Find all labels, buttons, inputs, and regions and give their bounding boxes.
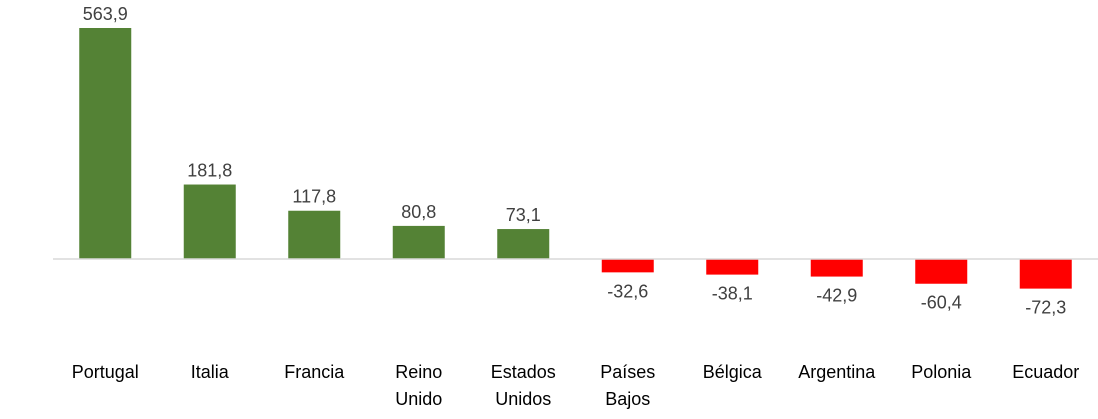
bar: [183, 184, 236, 259]
category-label: Italia: [191, 362, 230, 382]
category-label: Reino Unido: [395, 362, 442, 409]
bar: [810, 259, 863, 277]
data-label: -42,9: [816, 286, 857, 306]
bars-layer: [79, 28, 1072, 289]
value-labels-layer: 563,9 181,8 117,8 80,8 73,1 -32,6 -38,1 -42,9 -6…: [83, 4, 1067, 318]
category-labels-layer: Portugal Italia Francia Reino Unido Estados Un…: [72, 362, 1080, 409]
category-label: Estados Unidos: [491, 362, 556, 409]
category-label: Francia: [284, 362, 345, 382]
bar: [497, 229, 550, 259]
bar: [392, 225, 445, 259]
data-label: 181,8: [187, 161, 232, 181]
category-label: Ecuador: [1012, 362, 1079, 382]
data-label: 73,1: [506, 205, 541, 225]
category-label: Bélgica: [703, 362, 763, 382]
category-label: Polonia: [911, 362, 972, 382]
data-label: 80,8: [401, 202, 436, 222]
category-label: Países Bajos: [600, 362, 655, 409]
data-label: -72,3: [1025, 298, 1066, 318]
category-label: Portugal: [72, 362, 139, 382]
bar: [706, 259, 759, 275]
bar: [288, 210, 341, 259]
data-label: -32,6: [607, 281, 648, 301]
bar: [915, 259, 968, 284]
data-label: -38,1: [712, 284, 753, 304]
data-label: 117,8: [292, 187, 336, 207]
data-label: -60,4: [921, 293, 962, 313]
bar: [79, 28, 132, 259]
data-label: 563,9: [83, 4, 128, 24]
bar: [1019, 259, 1072, 289]
bar: [601, 259, 654, 273]
category-label: Argentina: [798, 362, 876, 382]
